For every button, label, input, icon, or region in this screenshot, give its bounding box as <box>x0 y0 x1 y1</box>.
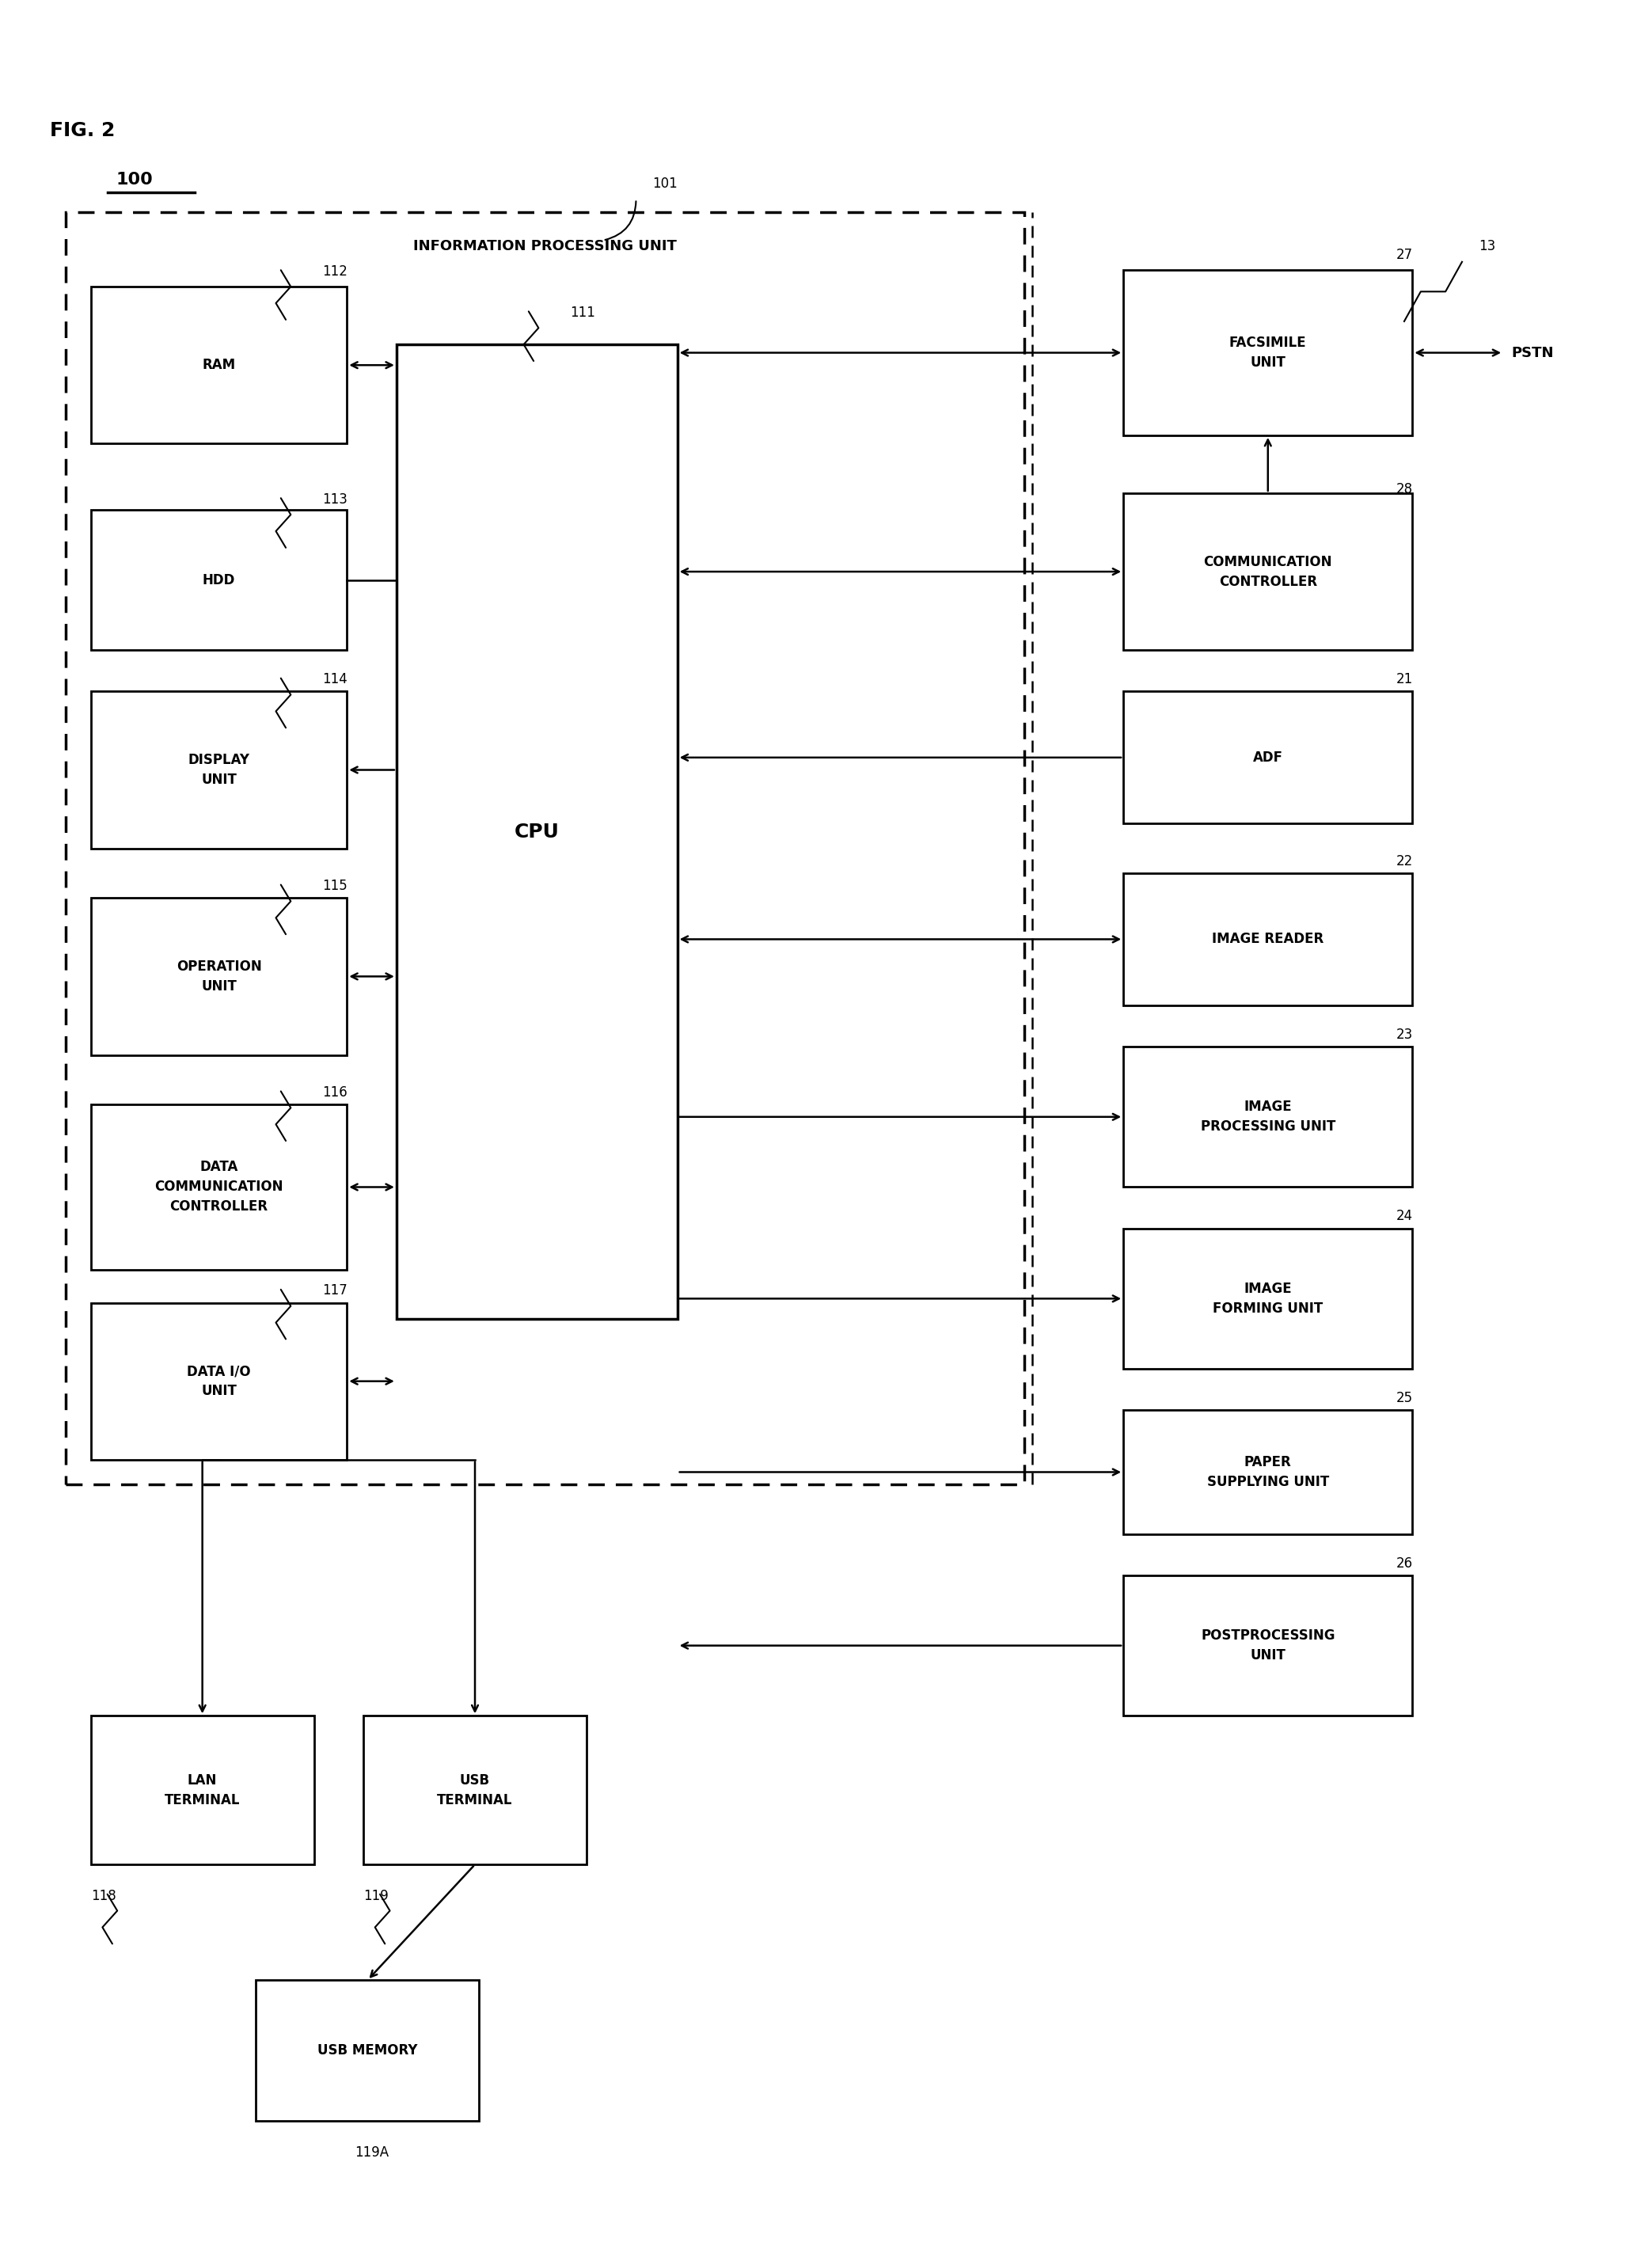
Bar <box>1123 1047 1412 1186</box>
Text: 113: 113 <box>322 493 347 507</box>
Text: 119A: 119A <box>355 2146 388 2159</box>
Text: 28: 28 <box>1396 482 1412 495</box>
Text: 13: 13 <box>1479 240 1495 253</box>
Text: 23: 23 <box>1396 1027 1412 1043</box>
Text: 115: 115 <box>322 879 347 892</box>
Text: PSTN: PSTN <box>1512 345 1555 361</box>
Bar <box>91 691 347 847</box>
Bar <box>91 1105 347 1269</box>
Text: 111: 111 <box>570 305 595 321</box>
Text: USB
TERMINAL: USB TERMINAL <box>438 1773 512 1807</box>
Text: 118: 118 <box>91 1890 116 1903</box>
Text: 117: 117 <box>322 1282 347 1298</box>
Text: INFORMATION PROCESSING UNIT: INFORMATION PROCESSING UNIT <box>413 240 677 253</box>
Text: HDD: HDD <box>203 572 235 587</box>
Text: LAN
TERMINAL: LAN TERMINAL <box>165 1773 240 1807</box>
Bar <box>91 899 347 1056</box>
Text: 26: 26 <box>1396 1556 1412 1569</box>
Bar <box>91 509 347 650</box>
Bar <box>1123 1576 1412 1715</box>
Text: 116: 116 <box>322 1085 347 1099</box>
Bar <box>363 1715 586 1865</box>
Text: DATA
COMMUNICATION
CONTROLLER: DATA COMMUNICATION CONTROLLER <box>155 1159 282 1213</box>
Text: 112: 112 <box>322 265 347 278</box>
Bar <box>91 1715 314 1865</box>
Text: ADF: ADF <box>1252 751 1284 765</box>
Bar <box>91 287 347 444</box>
Text: FIG. 2: FIG. 2 <box>50 121 114 141</box>
Bar <box>396 345 677 1318</box>
Text: POSTPROCESSING
UNIT: POSTPROCESSING UNIT <box>1201 1628 1335 1664</box>
Text: CPU: CPU <box>514 823 560 841</box>
Bar <box>1123 1410 1412 1534</box>
Text: OPERATION
UNIT: OPERATION UNIT <box>177 960 261 993</box>
Bar <box>66 213 1024 1484</box>
Bar <box>1123 1229 1412 1370</box>
Text: 22: 22 <box>1396 854 1412 868</box>
Text: USB MEMORY: USB MEMORY <box>317 2042 418 2058</box>
Text: RAM: RAM <box>202 359 236 372</box>
Bar <box>91 1303 347 1460</box>
Bar <box>1123 691 1412 823</box>
Text: IMAGE
PROCESSING UNIT: IMAGE PROCESSING UNIT <box>1201 1101 1335 1134</box>
Text: 21: 21 <box>1396 673 1412 686</box>
Text: 114: 114 <box>322 673 347 686</box>
Bar <box>1123 872 1412 1004</box>
Text: 27: 27 <box>1396 247 1412 262</box>
Text: FACSIMILE
UNIT: FACSIMILE UNIT <box>1229 336 1307 370</box>
Text: IMAGE READER: IMAGE READER <box>1213 933 1323 946</box>
Text: COMMUNICATION
CONTROLLER: COMMUNICATION CONTROLLER <box>1204 554 1332 590</box>
Text: 100: 100 <box>116 173 152 188</box>
Bar <box>1123 493 1412 650</box>
Text: 101: 101 <box>653 177 677 191</box>
Text: 25: 25 <box>1396 1390 1412 1406</box>
Text: IMAGE
FORMING UNIT: IMAGE FORMING UNIT <box>1213 1282 1323 1316</box>
Text: DISPLAY
UNIT: DISPLAY UNIT <box>188 753 249 787</box>
Bar <box>256 1980 479 2121</box>
Text: 24: 24 <box>1396 1208 1412 1224</box>
Text: 119: 119 <box>363 1890 388 1903</box>
Text: DATA I/O
UNIT: DATA I/O UNIT <box>187 1363 251 1399</box>
Text: PAPER
SUPPLYING UNIT: PAPER SUPPLYING UNIT <box>1208 1455 1328 1489</box>
Bar <box>1123 269 1412 435</box>
